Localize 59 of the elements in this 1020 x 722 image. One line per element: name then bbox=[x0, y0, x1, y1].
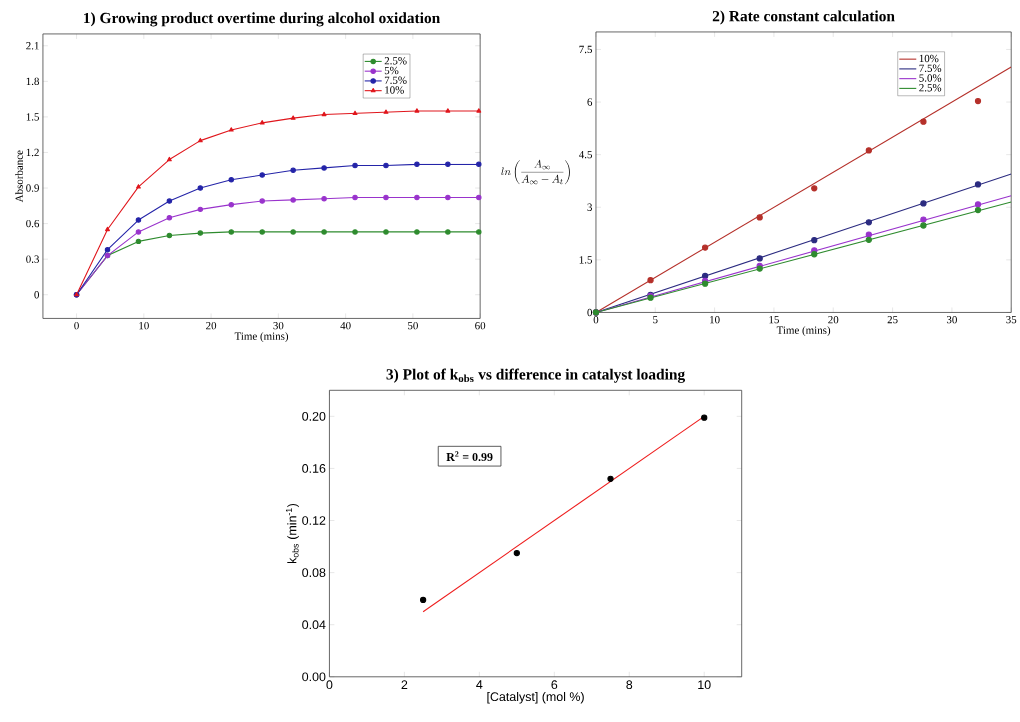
y-tick-label: 7.5 bbox=[579, 45, 593, 54]
y-tick-label: 0.6 bbox=[26, 220, 40, 228]
y-tick-label: 0.00 bbox=[302, 672, 326, 682]
y-tick-label: 1.5 bbox=[26, 113, 39, 121]
x-tick-label: 30 bbox=[273, 322, 284, 330]
y-tick-label: 4.5 bbox=[578, 151, 593, 159]
x-tick-label: 25 bbox=[887, 316, 898, 324]
y-tick-label: 1.2 bbox=[26, 148, 39, 157]
y-tick-label: 1.5 bbox=[579, 256, 593, 264]
x-tick-label: 35 bbox=[1006, 316, 1017, 324]
legend-label: 5% bbox=[384, 66, 399, 75]
x-tick-label: 10 bbox=[710, 316, 720, 324]
legend-label: 2.5% bbox=[384, 57, 407, 65]
y-axis-title: $ln\left(\frac{A_\infty}{A_\infty - A_t}\right)$ bbox=[501, 159, 570, 185]
x-tick-label: 15 bbox=[769, 316, 779, 324]
y-tick-label: 0.04 bbox=[302, 620, 326, 630]
y-tick-label: 3 bbox=[587, 203, 593, 212]
legend-label: 7.5% bbox=[384, 76, 407, 85]
legend-label: 10% bbox=[919, 54, 939, 63]
y-axis-title: Absorbance bbox=[15, 150, 23, 203]
x-axis-title: Time (mins) bbox=[776, 326, 831, 337]
y-axis-title: k$_{obs}$ (min$^{-1}$) bbox=[285, 504, 299, 564]
x-tick-label: 5 bbox=[653, 316, 658, 324]
y-tick-label: 2.1 bbox=[26, 42, 39, 50]
y-tick-label: 6 bbox=[587, 98, 593, 106]
x-tick-label: 50 bbox=[408, 322, 418, 330]
x-tick-label: 0 bbox=[74, 322, 79, 330]
chart-title: 1) Growing product overtime during alcohol oxidation bbox=[84, 12, 441, 27]
legend-label: 7.5% bbox=[919, 64, 942, 73]
x-tick-label: 8 bbox=[626, 680, 633, 690]
x-tick-label: 20 bbox=[206, 322, 217, 330]
x-tick-label: 0 bbox=[326, 680, 333, 690]
y-tick-label: 0 bbox=[587, 308, 593, 317]
y-tick-label: 0 bbox=[34, 291, 39, 299]
x-tick-label: 2 bbox=[401, 680, 408, 690]
legend-label: 2.5% bbox=[919, 84, 942, 92]
x-tick-label: 60 bbox=[475, 322, 486, 330]
x-axis-title: [Catalyst] (mol %) bbox=[487, 692, 584, 704]
legend-label: 10% bbox=[385, 86, 404, 94]
y-tick-label: 0.20 bbox=[302, 412, 326, 421]
x-tick-label: 6 bbox=[551, 680, 558, 690]
x-tick-label: 10 bbox=[698, 680, 711, 690]
y-tick-label: 0.3 bbox=[26, 255, 39, 264]
legend-label: 5.0% bbox=[919, 74, 942, 82]
x-tick-label: 4 bbox=[476, 680, 483, 689]
chart-title: 3) Plot of k$_{obs}$ vs difference in catalyst loading bbox=[386, 368, 686, 383]
y-tick-label: 1.8 bbox=[26, 77, 39, 86]
y-tick-label: 0.16 bbox=[302, 464, 326, 473]
x-axis-title: Time (mins) bbox=[234, 332, 289, 343]
annotation: R$^{2}$ = 0.99 bbox=[446, 451, 493, 462]
x-tick-label: 10 bbox=[139, 322, 149, 330]
x-tick-label: 0 bbox=[593, 316, 599, 324]
x-tick-label: 40 bbox=[340, 322, 351, 330]
y-tick-label: 0.08 bbox=[302, 568, 326, 578]
chart-title: 2) Rate constant calculation bbox=[712, 10, 895, 25]
y-tick-label: 0.12 bbox=[302, 516, 326, 526]
x-tick-label: 20 bbox=[828, 316, 839, 324]
x-tick-label: 30 bbox=[946, 316, 957, 324]
y-tick-label: 0.9 bbox=[26, 184, 39, 192]
